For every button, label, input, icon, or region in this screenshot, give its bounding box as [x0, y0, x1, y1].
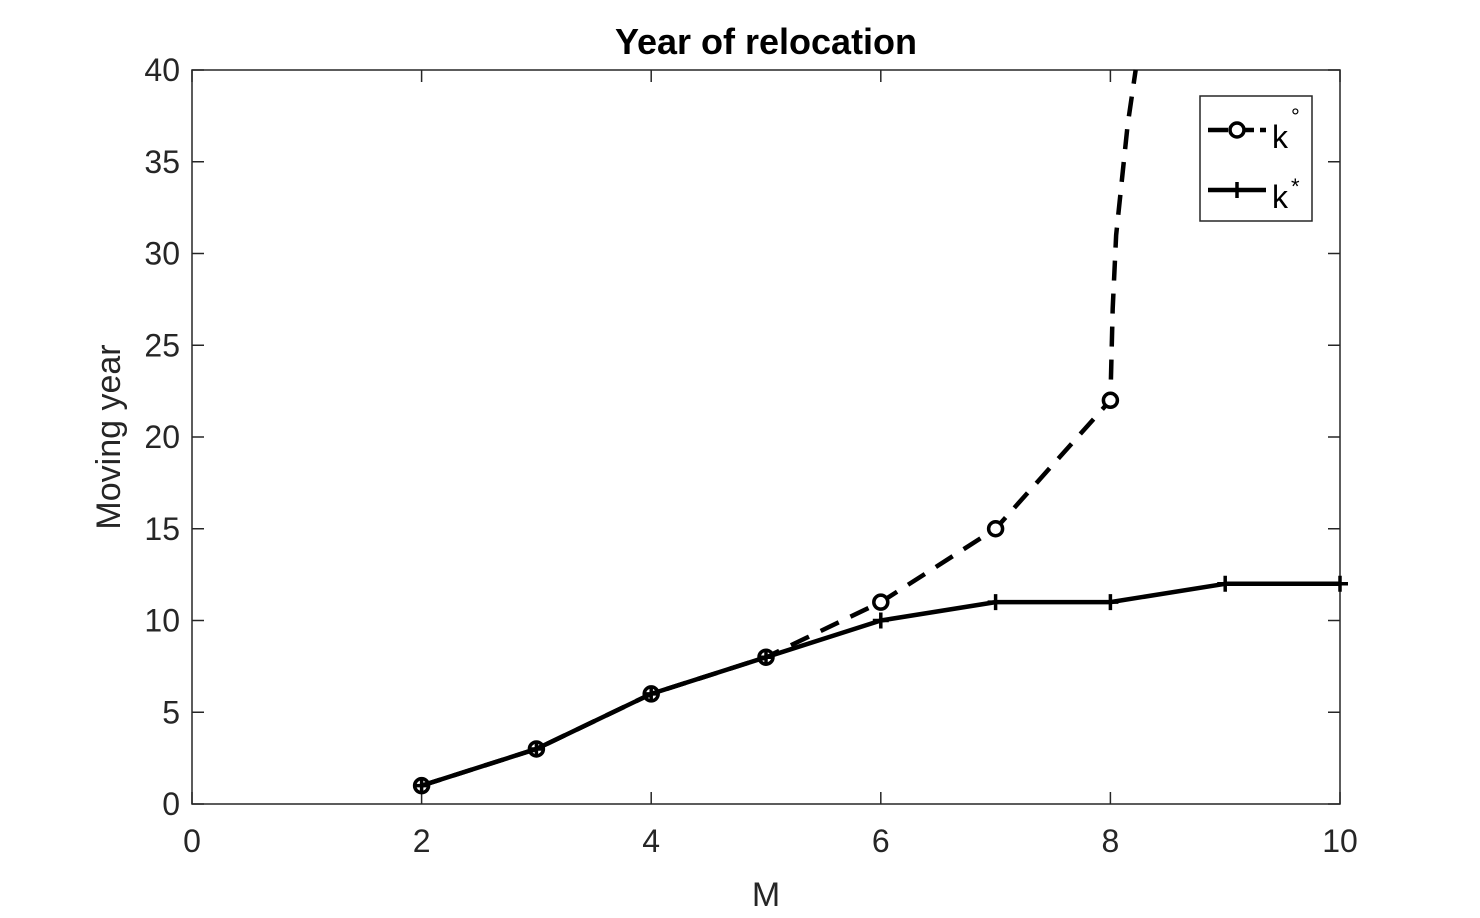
x-axis: 0 2 4 6 8 10: [183, 70, 1358, 859]
x-tick-label: 6: [872, 823, 890, 859]
legend-item-k-degree: k°: [1208, 104, 1300, 155]
plus-marker: [643, 685, 660, 702]
plus-marker: [1102, 594, 1119, 611]
y-tick-label: 35: [144, 144, 180, 180]
legend-item-k-star: k *: [1208, 174, 1300, 215]
plus-marker: [1217, 575, 1234, 592]
y-axis-title: Moving year: [90, 344, 128, 529]
y-tick-label: 5: [162, 694, 180, 730]
y-tick-label: 40: [144, 52, 180, 88]
y-axis: 0 5 10 15 20 25 30 35 40: [144, 52, 1340, 822]
legend-label-superscript: °: [1291, 104, 1300, 129]
plot-area: [191, 69, 1341, 805]
x-tick-label: 2: [413, 823, 431, 859]
legend-plus-marker: [1229, 182, 1245, 198]
legend-circle-marker: [1228, 121, 1246, 139]
plus-marker: [528, 740, 545, 757]
chart-title: Year of relocation: [615, 21, 917, 62]
y-tick-label: 0: [162, 786, 180, 822]
plot-lines: [412, 69, 1348, 795]
plus-marker: [872, 612, 889, 629]
axes-frame: [191, 69, 1341, 805]
x-axis-title: M: [752, 876, 780, 914]
x-tick-label: 10: [1322, 823, 1358, 859]
legend-box: [1199, 95, 1313, 222]
plus-marker: [1332, 575, 1348, 592]
y-tick-label: 15: [144, 511, 180, 547]
y-tick-label: 30: [144, 236, 180, 272]
series-line: [420, 69, 1138, 788]
x-tick-label: 8: [1102, 823, 1120, 859]
plus-marker: [758, 649, 774, 666]
x-tick-label: 4: [642, 823, 660, 859]
y-tick-label: 20: [144, 419, 180, 455]
circle-marker: [1101, 391, 1120, 410]
y-tick-label: 10: [144, 603, 180, 639]
circle-marker: [872, 593, 890, 611]
plus-marker: [413, 777, 430, 794]
legend-label: k: [1272, 179, 1289, 215]
legend-label-superscript: *: [1291, 174, 1300, 199]
y-tick-label: 25: [144, 327, 180, 363]
plus-marker: [987, 594, 1004, 611]
legend-label: k: [1272, 119, 1289, 155]
x-tick-label: 0: [183, 823, 201, 859]
circle-marker: [986, 520, 1005, 538]
series-k-star: [413, 575, 1348, 794]
legend: k° k *: [1199, 95, 1313, 222]
